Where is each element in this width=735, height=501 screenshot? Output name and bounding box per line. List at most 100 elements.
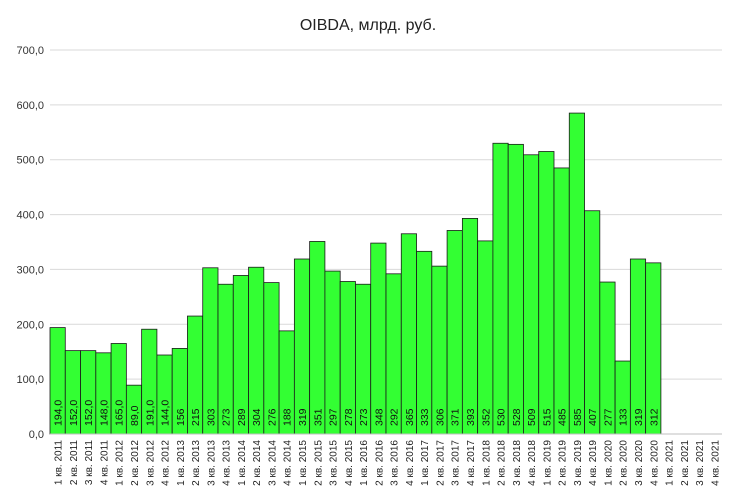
- data-label: 133: [618, 408, 630, 426]
- data-label: 306: [434, 408, 446, 426]
- data-label: 509: [526, 408, 538, 426]
- x-tick-label: 1 кв. 2013: [176, 440, 187, 486]
- bar: [629, 258, 647, 435]
- x-tick-label: 1 кв. 2012: [115, 440, 126, 486]
- x-tick-label: 1 кв. 2011: [54, 440, 65, 486]
- x-tick-label: 3 кв. 2020: [634, 440, 645, 486]
- data-label: 292: [389, 408, 401, 426]
- x-tick-label: 1 кв. 2017: [420, 440, 431, 486]
- bar: [492, 142, 509, 435]
- data-label: 365: [404, 408, 416, 426]
- bar: [370, 242, 387, 435]
- data-label: 188: [282, 408, 294, 426]
- data-label: 485: [557, 408, 569, 426]
- data-label: 371: [450, 408, 462, 426]
- y-axis-ticks: 0,0 100,0 200,0 300,0 400,0 500,0 600,0 700,0: [16, 45, 44, 441]
- x-tick-label: 3 кв. 2013: [206, 440, 217, 486]
- y-tick-label: 500,0: [16, 155, 44, 167]
- bar: [446, 230, 463, 435]
- data-label: 528: [511, 408, 523, 426]
- x-tick-label: 3 кв. 2011: [84, 440, 95, 486]
- chart-title: OIBDA, млрд. руб.: [300, 17, 436, 34]
- bar: [507, 143, 524, 435]
- x-tick-label: 3 кв. 2017: [451, 440, 462, 486]
- x-tick-label: 2 кв. 2017: [435, 440, 446, 486]
- x-tick-label: 2 кв. 2016: [374, 440, 385, 486]
- data-label: 156: [175, 408, 187, 426]
- data-label: 165,0: [114, 400, 126, 426]
- x-tick-label: 3 кв. 2014: [267, 440, 278, 486]
- x-tick-label: 4 кв. 2021: [710, 440, 721, 486]
- data-label: 352: [480, 408, 492, 426]
- bar: [523, 154, 540, 435]
- data-label: 348: [373, 408, 385, 426]
- x-tick-label: 1 кв. 2015: [298, 440, 309, 486]
- bar: [416, 250, 433, 435]
- y-tick-label: 100,0: [16, 374, 44, 386]
- y-tick-label: 300,0: [16, 264, 44, 276]
- x-tick-label: 4 кв. 2016: [405, 440, 416, 486]
- x-tick-label: 3 кв. 2019: [573, 440, 584, 486]
- data-label: 319: [297, 408, 309, 426]
- data-label: 515: [541, 408, 553, 426]
- x-tick-label: 4 кв. 2014: [283, 440, 294, 486]
- data-label: 273: [221, 408, 233, 426]
- x-tick-label: 4 кв. 2017: [466, 440, 477, 486]
- x-tick-label: 1 кв. 2014: [237, 440, 248, 486]
- data-label: 312: [648, 408, 660, 426]
- x-tick-label: 2 кв. 2011: [69, 440, 80, 486]
- x-tick-label: 4 кв. 2019: [588, 440, 599, 486]
- data-label: 530: [496, 408, 508, 426]
- data-label: 273: [358, 408, 370, 426]
- x-tick-label: 4 кв. 2012: [161, 440, 172, 486]
- x-tick-label: 1 кв. 2020: [603, 440, 614, 486]
- data-label: 407: [587, 408, 599, 426]
- x-tick-label: 3 кв. 2015: [329, 440, 340, 486]
- x-tick-label: 3 кв. 2012: [145, 440, 156, 486]
- y-tick-label: 0,0: [29, 429, 44, 441]
- data-label: 215: [190, 408, 202, 426]
- y-tick-label: 600,0: [16, 100, 44, 112]
- x-tick-label: 2 кв. 2012: [130, 440, 141, 486]
- x-tick-label: 1 кв. 2018: [481, 440, 492, 486]
- data-label: 191,0: [144, 400, 156, 426]
- x-tick-label: 4 кв. 2013: [222, 440, 233, 486]
- data-label: 351: [312, 408, 324, 426]
- y-tick-label: 200,0: [16, 319, 44, 331]
- data-label: 304: [251, 408, 263, 426]
- bar: [293, 258, 311, 435]
- data-labels: 194,0 152,0 152,0 148,0 165,0 89,0 191,0 144,0 1…: [53, 400, 661, 426]
- bar: [584, 210, 601, 435]
- data-label: 277: [602, 408, 614, 426]
- data-label: 393: [465, 408, 477, 426]
- x-tick-label: 4 кв. 2015: [344, 440, 355, 486]
- bars: [49, 112, 662, 435]
- bar: [538, 151, 555, 435]
- x-tick-label: 1 кв. 2016: [359, 440, 370, 486]
- x-tick-label: 4 кв. 2020: [649, 440, 660, 486]
- x-tick-label: 2 кв. 2019: [558, 440, 569, 486]
- bar: [553, 167, 570, 435]
- data-label: 276: [266, 408, 278, 426]
- data-label: 152,0: [83, 400, 95, 426]
- x-tick-label: 2 кв. 2018: [497, 440, 508, 486]
- x-tick-label: 2 кв. 2020: [619, 440, 630, 486]
- x-tick-label: 4 кв. 2018: [527, 440, 538, 486]
- data-label: 89,0: [129, 405, 141, 426]
- x-tick-label: 3 кв. 2016: [390, 440, 401, 486]
- data-label: 144,0: [160, 400, 172, 426]
- data-label: 194,0: [53, 400, 65, 426]
- x-tick-label: 2 кв. 2014: [252, 440, 263, 486]
- bar: [309, 241, 326, 435]
- x-tick-label: 3 кв. 2018: [512, 440, 523, 486]
- x-tick-label: 2 кв. 2021: [680, 440, 691, 486]
- data-label: 333: [419, 408, 431, 426]
- data-label: 148,0: [98, 400, 110, 426]
- data-label: 289: [236, 408, 248, 426]
- data-label: 319: [633, 408, 645, 426]
- x-tick-label: 2 кв. 2015: [313, 440, 324, 486]
- x-tick-label: 3 кв. 2021: [695, 440, 706, 486]
- bar: [645, 262, 662, 435]
- x-tick-label: 2 кв. 2013: [191, 440, 202, 486]
